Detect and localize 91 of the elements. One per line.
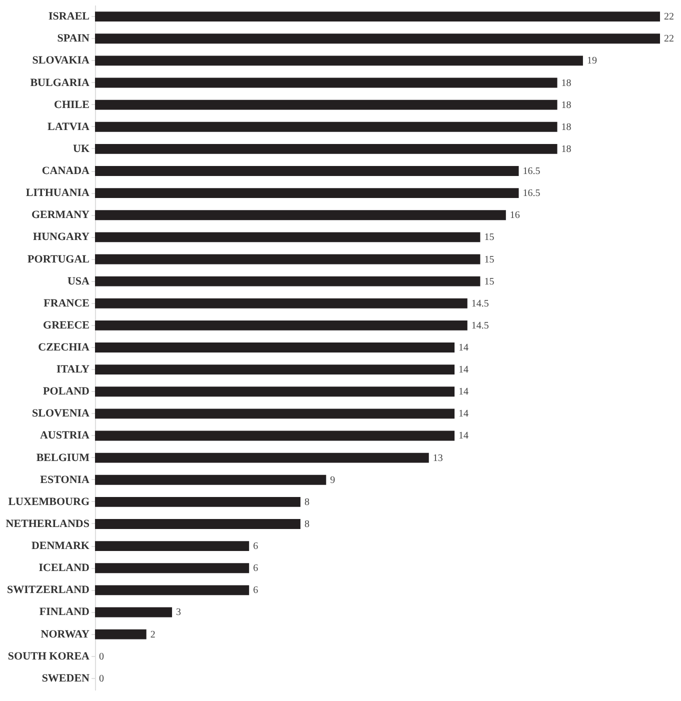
bar [95, 56, 583, 66]
bar [95, 166, 519, 176]
bar [95, 541, 250, 552]
data-label: 6 [253, 585, 258, 596]
data-label: 15 [484, 276, 494, 288]
y-tick-label: SWEDEN [42, 672, 90, 684]
data-label: 18 [561, 122, 572, 133]
y-tick-label: SPAIN [57, 32, 90, 45]
data-label: 14.5 [471, 320, 489, 332]
y-tick-label: SLOVENIA [32, 408, 90, 420]
bar [95, 496, 300, 507]
bar [95, 320, 468, 330]
data-label: 16.5 [522, 188, 540, 200]
data-label: 14.5 [471, 298, 489, 310]
bar [95, 607, 172, 618]
bar [95, 474, 326, 485]
data-label: 0 [99, 673, 104, 684]
bar [95, 34, 660, 44]
data-label: 14 [458, 430, 469, 442]
bar [95, 144, 558, 154]
bar [95, 629, 146, 640]
y-tick-label: NORWAY [40, 628, 90, 640]
data-label: 18 [561, 78, 572, 89]
data-label: 13 [432, 452, 443, 464]
y-tick-label: BELGIUM [36, 452, 90, 464]
y-tick-label: HUNGARY [33, 231, 90, 244]
data-label: 14 [458, 342, 469, 354]
bar [95, 276, 480, 286]
y-tick-label: GREECE [43, 319, 90, 332]
bar [95, 298, 468, 308]
y-tick-label: CHILE [54, 98, 90, 111]
bar [95, 430, 455, 441]
y-tick-label: ISRAEL [48, 10, 90, 23]
bar [95, 386, 455, 397]
y-tick-label: NETHERLANDS [6, 518, 90, 530]
bar [95, 364, 455, 375]
y-tick-label: USA [67, 275, 90, 288]
data-label: 16 [510, 210, 520, 222]
y-tick-label: SLOVAKIA [32, 54, 90, 67]
y-tick-label: FRANCE [44, 297, 90, 310]
bar [95, 122, 558, 132]
y-tick-label: CANADA [42, 165, 90, 178]
data-label: 22 [664, 12, 674, 23]
y-tick-label: LITHUANIA [26, 187, 90, 200]
y-tick-label: AUSTRIA [40, 430, 90, 442]
data-label: 15 [484, 232, 494, 244]
y-tick-label: ICELAND [38, 562, 90, 574]
data-label: 16.5 [522, 166, 540, 178]
y-tick-label: ESTONIA [40, 474, 90, 486]
data-label: 22 [664, 34, 674, 45]
bar [95, 12, 660, 22]
y-tick-label: DENMARK [31, 540, 90, 552]
y-tick-label: SWITZERLAND [6, 584, 90, 596]
y-tick-label: LUXEMBOURG [8, 496, 90, 508]
data-label: 15 [484, 254, 494, 266]
bar [95, 188, 519, 198]
data-label: 18 [561, 100, 572, 111]
data-label: 6 [253, 541, 258, 552]
data-label: 8 [304, 518, 310, 530]
data-label: 14 [458, 408, 469, 420]
bar [95, 519, 300, 529]
data-label: 3 [176, 607, 182, 618]
bar [95, 254, 480, 264]
data-label: 14 [458, 364, 469, 376]
y-tick-label: PORTUGAL [28, 253, 90, 266]
bar [95, 408, 455, 419]
y-tick-label: FINLAND [39, 606, 90, 618]
bar [95, 100, 558, 110]
y-tick-label: SOUTH KOREA [8, 650, 90, 662]
bar [95, 210, 506, 220]
data-label: 18 [561, 144, 572, 155]
y-tick-label: GERMANY [31, 209, 90, 222]
y-tick-label: ITALY [56, 364, 90, 376]
y-tick-label: CZECHIA [38, 342, 90, 354]
data-label: 14 [458, 386, 469, 398]
data-label: 19 [586, 56, 597, 67]
y-tick-label: LATVIA [48, 120, 90, 133]
bar [95, 232, 480, 242]
data-label: 6 [253, 563, 258, 574]
bar [95, 342, 455, 352]
bar [95, 563, 250, 574]
y-tick-label: UK [73, 142, 90, 155]
y-tick-label: BULGARIA [30, 76, 90, 89]
bar [95, 585, 250, 596]
y-tick-label: POLAND [43, 386, 90, 398]
data-label: 0 [99, 651, 104, 662]
data-label: 9 [330, 474, 336, 486]
data-label: 8 [304, 496, 310, 508]
bar [95, 78, 558, 88]
bar [95, 452, 429, 463]
data-label: 2 [150, 629, 156, 640]
